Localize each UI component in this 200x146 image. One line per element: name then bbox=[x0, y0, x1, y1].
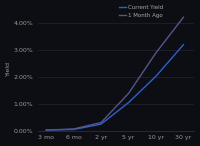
Current Yield bbox=[127, 102, 130, 104]
Current Yield bbox=[155, 75, 157, 77]
Y-axis label: Yield: Yield bbox=[6, 61, 11, 76]
Current Yield bbox=[100, 123, 102, 125]
1 Month Ago bbox=[72, 128, 75, 130]
1 Month Ago bbox=[100, 122, 102, 123]
Current Yield bbox=[45, 129, 47, 131]
Line: 1 Month Ago: 1 Month Ago bbox=[46, 17, 183, 130]
1 Month Ago bbox=[45, 129, 47, 131]
1 Month Ago bbox=[155, 52, 157, 54]
1 Month Ago bbox=[127, 93, 130, 94]
Legend: Current Yield, 1 Month Ago: Current Yield, 1 Month Ago bbox=[119, 5, 163, 18]
Current Yield bbox=[72, 129, 75, 130]
1 Month Ago bbox=[182, 16, 185, 18]
Current Yield bbox=[182, 44, 185, 46]
Line: Current Yield: Current Yield bbox=[46, 45, 183, 130]
